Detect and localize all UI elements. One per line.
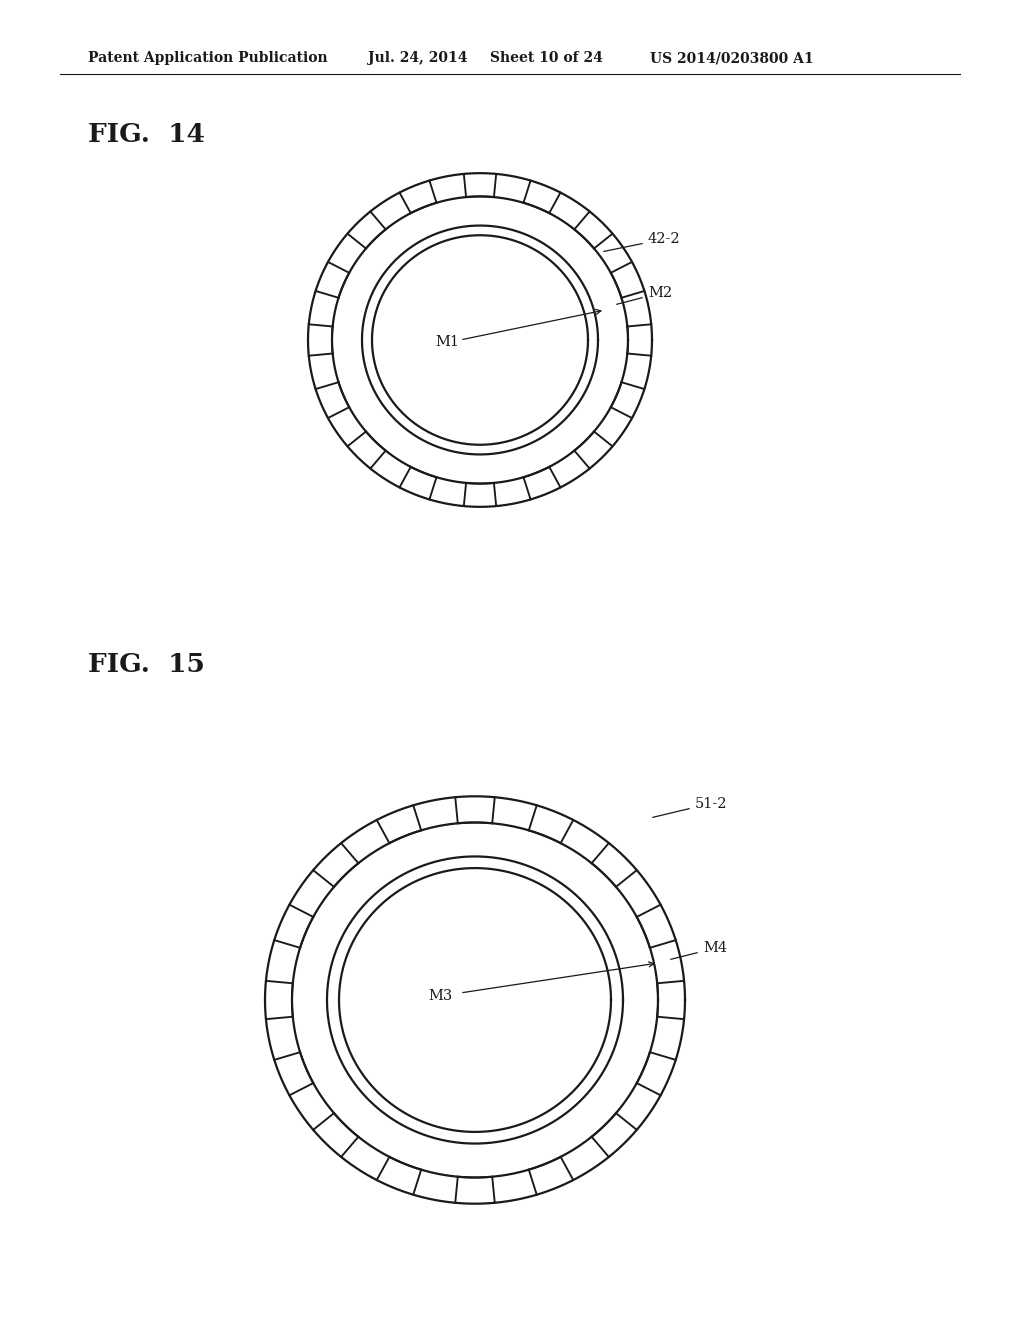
Text: Patent Application Publication: Patent Application Publication <box>88 51 328 65</box>
Text: M3: M3 <box>428 989 453 1003</box>
Text: M2: M2 <box>648 286 672 300</box>
Text: Sheet 10 of 24: Sheet 10 of 24 <box>490 51 603 65</box>
Text: US 2014/0203800 A1: US 2014/0203800 A1 <box>650 51 814 65</box>
Text: M1: M1 <box>435 335 459 348</box>
Text: FIG.  14: FIG. 14 <box>88 121 205 147</box>
Text: 51-2: 51-2 <box>695 797 727 810</box>
Text: FIG.  15: FIG. 15 <box>88 652 205 677</box>
Text: Jul. 24, 2014: Jul. 24, 2014 <box>368 51 468 65</box>
Text: 42-2: 42-2 <box>648 232 681 246</box>
Text: M4: M4 <box>703 941 727 954</box>
